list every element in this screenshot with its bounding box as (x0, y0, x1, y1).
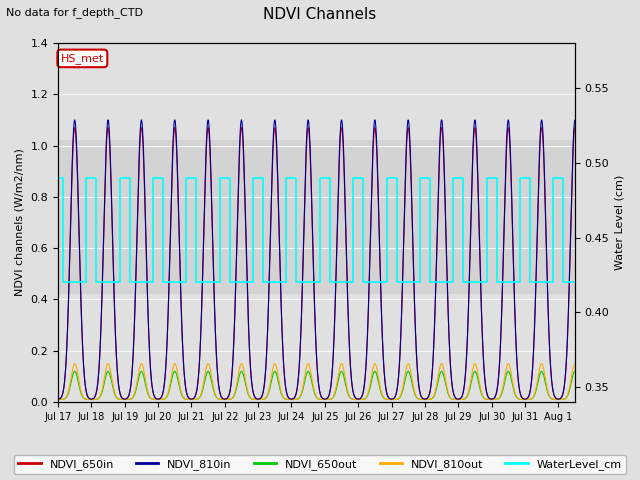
Text: No data for f_depth_CTD: No data for f_depth_CTD (6, 7, 143, 18)
Y-axis label: Water Level (cm): Water Level (cm) (615, 175, 625, 270)
Legend: NDVI_650in, NDVI_810in, NDVI_650out, NDVI_810out, WaterLevel_cm: NDVI_650in, NDVI_810in, NDVI_650out, NDV… (14, 455, 626, 474)
Y-axis label: NDVI channels (W/m2/nm): NDVI channels (W/m2/nm) (15, 149, 25, 297)
Text: NDVI Channels: NDVI Channels (264, 7, 376, 22)
Bar (58, 141, 575, 294)
Text: HS_met: HS_met (61, 53, 104, 64)
